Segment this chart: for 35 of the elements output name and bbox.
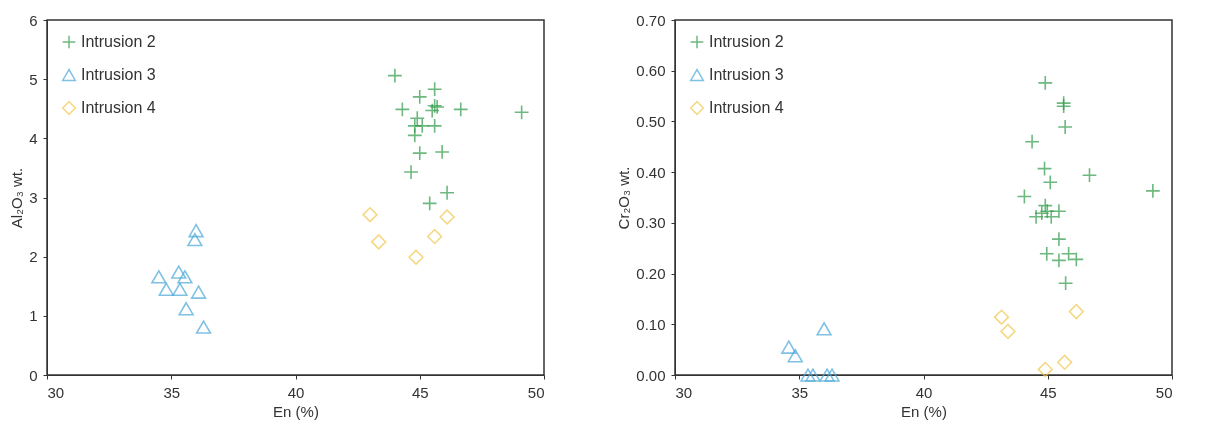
x-axis-title: En (%) bbox=[273, 402, 319, 420]
x-tick-label: 45 bbox=[1039, 383, 1057, 401]
legend-label: Intrusion 3 bbox=[709, 66, 784, 83]
x-tick-label: 35 bbox=[791, 383, 809, 401]
y-tick-label: 3 bbox=[29, 189, 38, 206]
x-tick-label: 35 bbox=[163, 383, 181, 401]
y-tick-label: 0.40 bbox=[636, 163, 666, 181]
legend-label: Intrusion 4 bbox=[81, 99, 156, 116]
y-tick-label: 1 bbox=[29, 307, 38, 325]
y-tick-label: 0 bbox=[29, 366, 38, 384]
y-axis-title: Al₂O₃ wt. bbox=[8, 167, 26, 229]
y-tick-label: 0.30 bbox=[636, 214, 666, 232]
y-tick-label: 2 bbox=[29, 248, 38, 266]
legend-label: Intrusion 3 bbox=[81, 66, 156, 83]
x-tick-label: 40 bbox=[915, 383, 933, 401]
x-axis-title: En (%) bbox=[901, 402, 947, 420]
x-tick-label: 50 bbox=[1155, 383, 1173, 401]
y-tick-label: 5 bbox=[29, 70, 38, 88]
y-tick-label: 0.60 bbox=[636, 62, 666, 80]
y-tick-label: 0.00 bbox=[636, 366, 666, 384]
y-axis-title: Cr₂O₃ wt. bbox=[615, 166, 633, 230]
legend-label: Intrusion 2 bbox=[709, 33, 784, 50]
x-tick-label: 30 bbox=[47, 383, 65, 401]
x-tick-label: 30 bbox=[675, 383, 693, 401]
y-tick-label: 4 bbox=[29, 129, 38, 147]
legend-label: Intrusion 2 bbox=[81, 33, 156, 50]
y-tick-label: 0.50 bbox=[636, 112, 666, 130]
y-tick-label: 6 bbox=[29, 11, 38, 29]
x-tick-label: 40 bbox=[287, 383, 305, 401]
x-tick-label: 45 bbox=[411, 383, 429, 401]
legend-label: Intrusion 4 bbox=[709, 99, 784, 116]
y-tick-label: 0.70 bbox=[636, 11, 666, 29]
x-tick-label: 50 bbox=[527, 383, 545, 401]
y-tick-label: 0.20 bbox=[636, 265, 666, 283]
y-tick-label: 0.10 bbox=[636, 315, 666, 333]
